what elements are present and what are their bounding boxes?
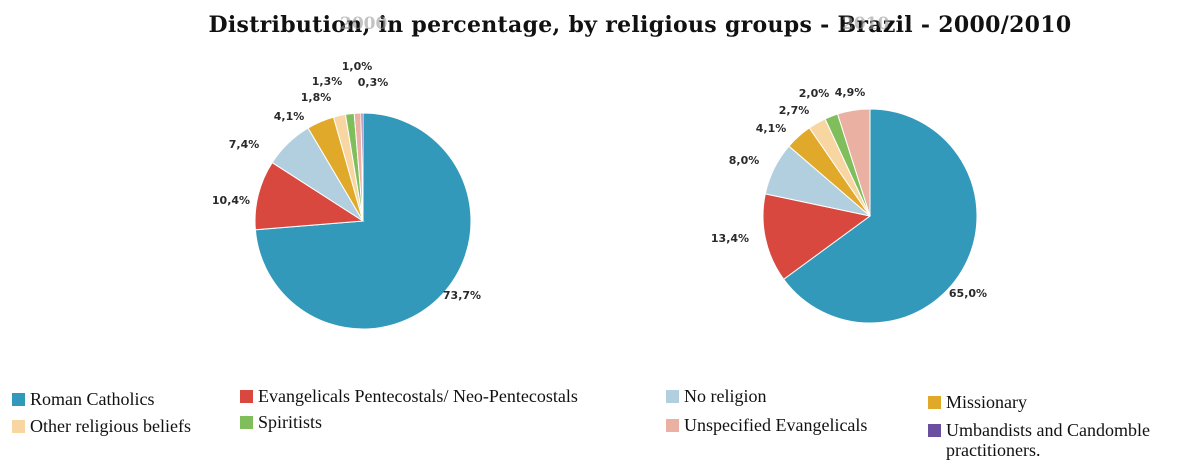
data-label-2000-spiritists: 1,3% <box>312 75 343 88</box>
legend-label: Umbandists and Candomble practitioners. <box>946 420 1150 460</box>
pie-year-label-2000: 2000 <box>340 14 388 34</box>
pie-slice-2000-evangelicals-pentecostals-neo-pentecostals <box>254 161 365 231</box>
legend-swatch <box>928 396 941 409</box>
data-label-2010-spiritists: 2,0% <box>799 87 830 100</box>
legend-label: Unspecified Evangelicals <box>684 415 868 435</box>
data-label-2000-roman-catholics: 73,7% <box>443 289 481 302</box>
legend-swatch <box>928 424 941 437</box>
data-label-2010-unspecified-evangelicals: 4,9% <box>835 86 866 99</box>
data-label-2000-other-religious-beliefs: 1,8% <box>301 91 332 104</box>
data-label-2010-no-religion: 8,0% <box>729 154 760 167</box>
legend-item-spiritists: Spiritists <box>240 412 322 432</box>
pie-slice-2000-umbandists-and-candomble-practitioners <box>360 112 364 222</box>
legend-label: Roman Catholics <box>30 389 155 409</box>
data-label-2000-umbandists-and-candomble-practitioners: 0,3% <box>358 76 389 89</box>
pie-charts: 73,7% 10,4% 7,4% 4,1% 1,8% 1,3% 1,0% 0,3% 65,0% 1… <box>212 60 987 330</box>
legend-item-umbandists-candomble: Umbandists and Candomble practitioners. <box>928 420 1190 460</box>
data-label-2010-other-religious-beliefs: 2,7% <box>779 104 810 117</box>
pie-year-label-2010: 2010 <box>842 14 890 34</box>
data-label-2000-missionary: 4,1% <box>274 110 305 123</box>
data-label-2000-evangelicals-pentecostals-neo-pentecostals: 10,4% <box>212 194 250 207</box>
data-label-2010-missionary: 4,1% <box>756 122 787 135</box>
data-label-2010-roman-catholics: 65,0% <box>949 287 987 300</box>
data-label-2000-no-religion: 7,4% <box>229 138 260 151</box>
data-label-2010-evangelicals-pentecostals-neo-pentecostals: 13,4% <box>711 232 749 245</box>
legend-item-other-religious-beliefs: Other religious beliefs <box>12 416 191 436</box>
legend-swatch <box>12 393 25 406</box>
legend-item-evangelicals-pentecostals: Evangelicals Pentecostals/ Neo-Pentecost… <box>240 386 578 406</box>
legend-label: Spiritists <box>258 412 323 432</box>
legend-swatch <box>12 420 25 433</box>
pie-slice-2010-unspecified-evangelicals <box>836 108 871 217</box>
pie-slice-2010-evangelicals-pentecostals-neo-pentecostals <box>762 193 872 280</box>
legend-swatch <box>240 390 253 403</box>
legend-label: Other religious beliefs <box>30 416 191 436</box>
legend-swatch <box>240 416 253 429</box>
chart-title: Distribution, in percentage, by religiou… <box>208 12 1072 38</box>
legend-item-missionary: Missionary <box>928 392 1027 412</box>
legend-label: Evangelicals Pentecostals/ Neo-Pentecost… <box>258 386 578 406</box>
legend-swatch <box>666 419 679 432</box>
legend-label: Missionary <box>946 392 1027 412</box>
pie-slice-2010-roman-catholics <box>782 108 978 324</box>
legend-item-no-religion: No religion <box>666 386 767 406</box>
legend-swatch <box>666 390 679 403</box>
legend-item-roman-catholics: Roman Catholics <box>12 389 155 409</box>
legend-label: No religion <box>684 386 767 406</box>
data-label-2000-unspecified-evangelicals: 1,0% <box>342 60 373 73</box>
legend-item-unspecified-evangelicals: Unspecified Evangelicals <box>666 415 867 435</box>
